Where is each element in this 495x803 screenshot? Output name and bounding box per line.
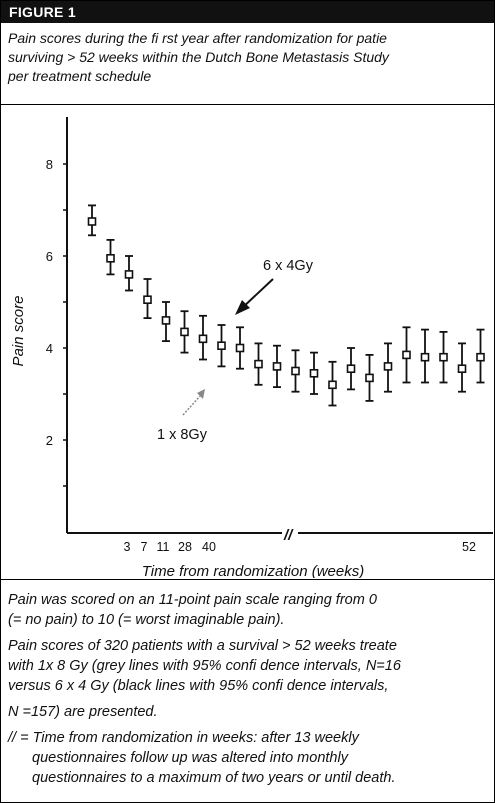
data-point [457,342,467,393]
data-point [124,255,134,292]
point-marker [309,368,319,378]
x-tick-label: 52 [462,540,476,554]
data-point [420,328,430,384]
chart-area: // 2 4 6 8 3 7 11 28 40 52 Pain score Time from ra… [1,105,494,578]
figure-caption: Pain scores during the fi rst year after… [1,23,494,105]
data-point [439,330,448,384]
point-marker [402,350,411,360]
note-line: // = Time from randomization in weeks: a… [8,730,359,746]
data-point [180,310,189,354]
point-marker [198,334,208,344]
data-point [87,204,97,237]
note-line: questionnaires follow up was altered int… [32,750,348,766]
point-marker [439,352,448,362]
caption-line: surviving > 52 weeks within the Dutch Bo… [8,49,389,65]
data-point [217,324,226,368]
x-tick-label: 3 [124,540,131,554]
data-point [402,326,411,384]
note-paragraph-3: N =157) are presented. [8,704,158,720]
data-point [328,360,337,407]
point-marker [217,341,226,350]
point-marker [143,295,152,304]
note-line: Pain scores of 320 patients with a survi… [8,638,397,654]
point-marker [124,270,134,279]
x-tick-label: 7 [141,540,148,554]
point-marker [291,366,300,376]
note-line: Pain was scored on an 11-point pain scal… [8,592,377,608]
point-marker [235,343,245,353]
point-marker [180,327,189,337]
data-point [346,347,356,391]
y-tick-label: 8 [46,157,53,172]
figure-label: FIGURE 1 [1,1,494,23]
y-tick-label: 2 [46,433,53,448]
point-marker [106,254,115,263]
y-tick-label: 4 [46,341,53,356]
point-marker [161,316,171,325]
note-paragraph-1: Pain was scored on an 11-point pain scal… [8,590,494,630]
data-point [235,326,245,370]
note-paragraph-4: // = Time from randomization in weeks: a… [8,728,494,788]
data-point [143,278,152,320]
data-point [365,353,374,402]
annotation-6x4gy: 6 x 4Gy [263,258,314,274]
arrow-6x4gy-icon [235,278,274,315]
point-marker [420,352,430,362]
point-marker [328,380,337,390]
data-point [383,342,393,393]
data-point [309,351,319,395]
point-marker [383,362,393,371]
caption-line: Pain scores during the fi rst year after… [8,30,387,46]
point-marker [365,373,374,383]
note-line: versus 6 x 4 Gy (black lines with 95% co… [8,678,389,694]
data-point [254,342,263,386]
point-marker [87,217,97,226]
point-marker [457,364,467,374]
point-marker [254,359,263,369]
data-point [476,328,485,384]
note-paragraph-2: Pain scores of 320 patients with a survi… [8,636,494,696]
data-point [161,301,171,343]
point-marker [476,352,485,362]
annotation-1x8gy: 1 x 8Gy [157,427,208,443]
x-axis-label: Time from randomization (weeks) [142,563,364,578]
x-tick-label: 28 [178,540,192,554]
point-marker [346,364,356,374]
point-marker [272,362,282,371]
x-tick-label: 40 [202,540,216,554]
note-line: with 1x 8 Gy (grey lines with 95% confi … [8,658,401,674]
note-line: questionnaires to a maximum of two years… [32,770,396,786]
pain-score-chart: // 2 4 6 8 3 7 11 28 40 52 Pain score Time from ra… [10,117,493,578]
data-point [272,344,282,389]
y-tick-label: 6 [46,249,53,264]
note-line: (= no pain) to 10 (= worst imaginable pa… [8,612,285,628]
figure-notes: Pain was scored on an 11-point pain scal… [1,579,494,802]
y-axis-label: Pain score [10,296,27,367]
caption-line: per treatment schedule [8,68,152,84]
arrow-1x8gy-icon [182,389,205,416]
data-point [291,349,300,393]
axis-break-mark: // [283,527,294,544]
data-point [106,238,115,276]
x-tick-label: 11 [157,540,170,554]
data-point [198,314,208,361]
